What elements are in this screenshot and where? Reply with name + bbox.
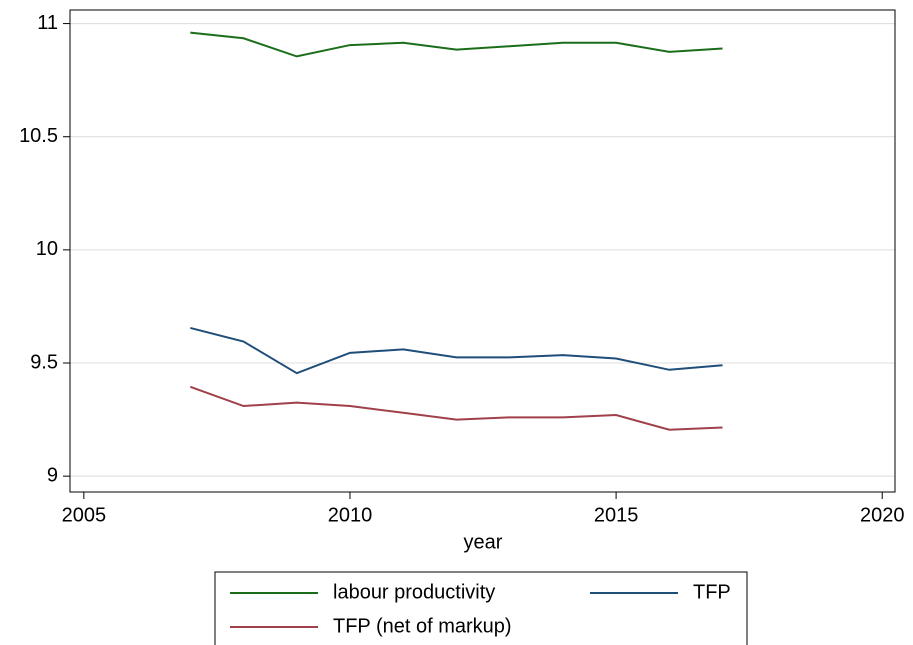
legend-label: TFP [693, 581, 731, 603]
x-tick-label: 2015 [594, 504, 639, 526]
y-tick-label: 10 [36, 238, 58, 260]
y-tick-label: 11 [37, 12, 58, 34]
plot-frame [69, 9, 896, 493]
x-tick-label: 2005 [62, 504, 107, 526]
legend-label: TFP (net of markup) [333, 615, 512, 637]
legend-box [214, 571, 748, 645]
legend-label: labour productivity [333, 581, 495, 603]
data-line [190, 31, 723, 58]
x-axis-label: year [464, 531, 503, 553]
y-tick-label: 9.5 [30, 351, 58, 373]
x-tick-label: 2010 [328, 504, 373, 526]
x-tick-label: 2020 [860, 504, 905, 526]
data-line [189, 385, 723, 431]
y-tick-label: 10.5 [19, 125, 58, 147]
y-tick-label: 9 [47, 464, 58, 486]
data-line [190, 326, 723, 375]
